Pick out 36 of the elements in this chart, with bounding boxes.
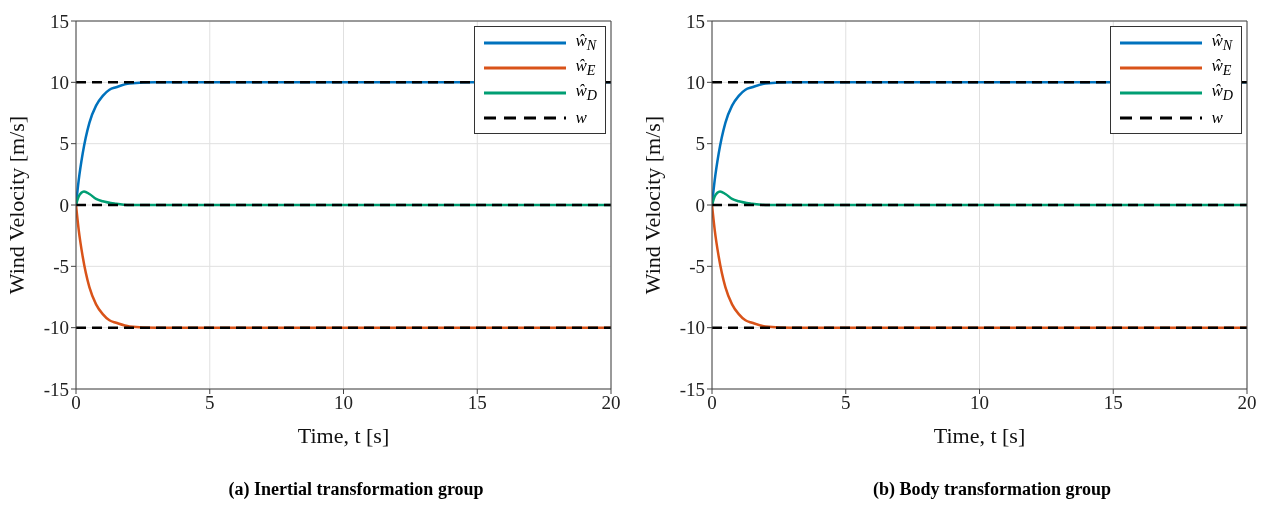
x-tick-label: 5 (205, 392, 215, 414)
legend-label: ŵ$_{N}$ (575, 30, 597, 55)
legend-label: ŵ$_{E}$ (575, 55, 596, 80)
x-tick-label: 5 (841, 392, 851, 414)
legend-label: ŵ$_{N}$ (1211, 30, 1233, 55)
y-tick-label: 5 (59, 133, 69, 155)
legend-label: w (1211, 107, 1223, 128)
text: (a) Inertial transformation group (227, 479, 485, 500)
y-axis-title: Wind Velocity [m/s] (639, 115, 665, 295)
x-tick-label: 10 (334, 392, 353, 414)
x-tick-label: 20 (1237, 392, 1257, 414)
y-tick-label: -10 (679, 317, 705, 339)
x-axis-title: Time, t [s] (297, 423, 390, 448)
y-tick-label: -15 (43, 378, 69, 400)
x-tick-label: 20 (601, 392, 621, 414)
legend-label: ŵ$_{E}$ (1211, 55, 1232, 80)
y-tick-label: 5 (695, 133, 705, 155)
x-tick-label: 15 (467, 392, 487, 414)
legend-label: w (575, 107, 587, 128)
x-axis-title: Time, t [s] (933, 423, 1026, 448)
y-axis-title: Wind Velocity [m/s] (3, 115, 29, 295)
y-tick-label: 15 (686, 10, 705, 32)
y-tick-label: -5 (53, 256, 69, 278)
y-tick-label: 10 (686, 72, 705, 94)
y-tick-label: -10 (43, 317, 69, 339)
y-tick-label: 15 (50, 10, 69, 32)
text: (b) Body transformation group (871, 479, 1113, 500)
x-tick-label: 15 (1103, 392, 1123, 414)
y-tick-label: 0 (59, 194, 69, 216)
y-tick-label: -5 (689, 256, 705, 278)
x-tick-label: 10 (970, 392, 989, 414)
y-tick-label: -15 (679, 378, 705, 400)
y-tick-label: 10 (50, 72, 69, 94)
legend-label: ŵ$_{D}$ (1211, 80, 1233, 105)
legend-label: ŵ$_{D}$ (575, 80, 597, 105)
y-tick-label: 0 (695, 194, 705, 216)
